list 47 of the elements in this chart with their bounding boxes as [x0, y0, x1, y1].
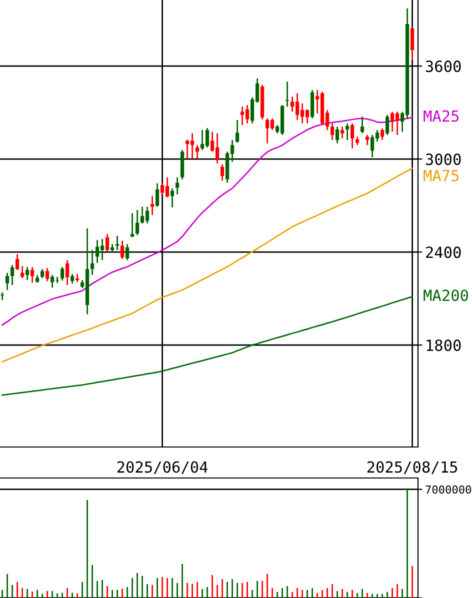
candlestick — [410, 28, 414, 61]
candlestick — [176, 176, 180, 196]
candlestick — [346, 122, 350, 141]
y-tick-label: 3600 — [426, 60, 461, 72]
x-tick-label: 2025/08/15 — [367, 461, 458, 474]
candlestick — [106, 233, 110, 252]
candlestick — [60, 266, 64, 282]
line-series — [2, 168, 413, 362]
candlestick — [70, 273, 74, 284]
candlestick — [30, 266, 34, 284]
candlestick — [120, 240, 124, 260]
candlestick — [336, 126, 340, 144]
candlestick — [46, 267, 50, 282]
candlestick — [236, 119, 240, 144]
line-series — [2, 296, 413, 396]
candlestick — [66, 259, 70, 286]
candlestick — [220, 164, 224, 182]
candlestick — [126, 243, 130, 261]
candlestick — [366, 134, 370, 146]
candlestick — [360, 116, 364, 134]
candlestick — [156, 182, 160, 208]
candlestick — [26, 266, 30, 281]
candlestick — [6, 272, 10, 291]
series-label: MA25 — [424, 110, 459, 122]
candlestick — [330, 122, 334, 141]
candlestick — [10, 264, 14, 286]
candlestick — [0, 292, 4, 301]
x-tick-label: 2025/06/04 — [117, 461, 208, 474]
candlestick — [196, 144, 200, 160]
y-tick-label: 1800 — [426, 340, 461, 352]
candlestick — [20, 265, 24, 279]
candlestick — [150, 195, 154, 216]
candlestick — [116, 235, 120, 251]
series-label: MA75 — [424, 170, 459, 182]
candlestick — [380, 128, 384, 141]
candlestick — [90, 249, 94, 276]
series-label: MA200 — [424, 290, 468, 302]
candlestick — [170, 188, 174, 208]
candlestick — [16, 253, 20, 271]
y-tick-label: 2400 — [426, 246, 461, 258]
candlestick — [130, 212, 134, 238]
candlestick — [386, 114, 390, 136]
candlestick — [340, 126, 344, 140]
y-tick-label: 7000000 — [426, 485, 472, 494]
y-tick-label: 3000 — [426, 154, 461, 166]
candlestick — [350, 122, 354, 150]
candlestick — [136, 209, 140, 236]
